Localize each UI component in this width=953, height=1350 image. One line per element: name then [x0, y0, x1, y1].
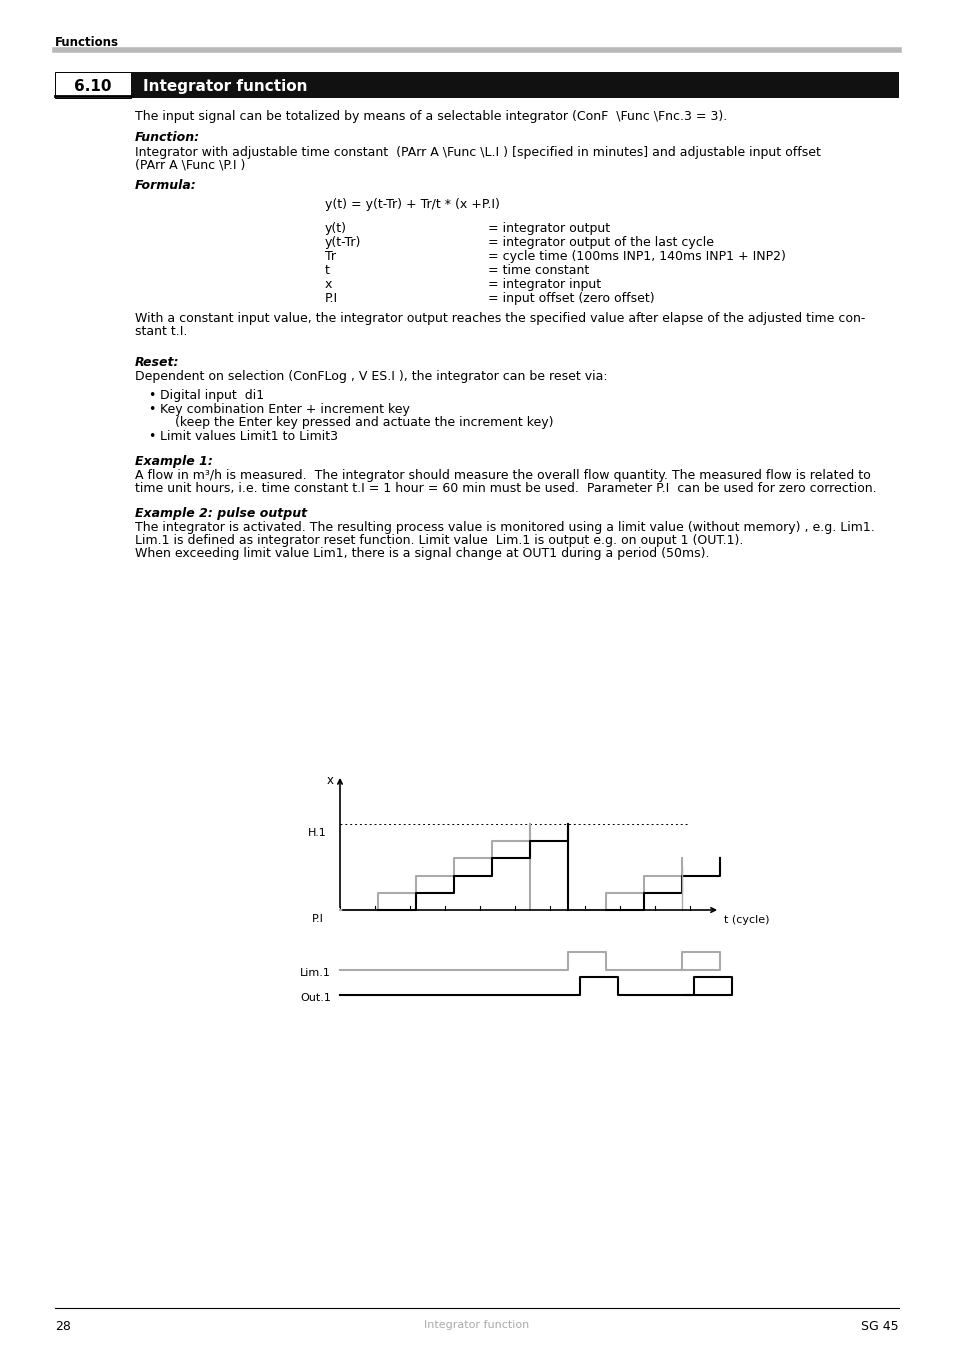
Text: y(t-Tr): y(t-Tr)	[325, 236, 361, 248]
Text: t (cycle): t (cycle)	[723, 915, 769, 925]
Text: H.1: H.1	[308, 828, 327, 838]
Text: stant t.I.: stant t.I.	[135, 325, 187, 338]
Text: 6.10: 6.10	[74, 80, 112, 94]
Text: Formula:: Formula:	[135, 180, 196, 192]
Text: •: •	[148, 404, 155, 416]
Text: With a constant input value, the integrator output reaches the specified value a: With a constant input value, the integra…	[135, 312, 864, 325]
Text: (PArr A \Func \P.I ): (PArr A \Func \P.I )	[135, 159, 245, 171]
Text: t: t	[325, 265, 330, 277]
Text: Lim.1 is defined as integrator reset function. Limit value  Lim.1 is output e.g.: Lim.1 is defined as integrator reset fun…	[135, 535, 742, 547]
Text: Functions: Functions	[55, 36, 119, 49]
Text: Integrator with adjustable time constant  (PArr A \Func \L.I ) [specified in min: Integrator with adjustable time constant…	[135, 146, 820, 159]
Text: Dependent on selection (ConFLog , V ES.I ), the integrator can be reset via:: Dependent on selection (ConFLog , V ES.I…	[135, 370, 607, 383]
Text: The integrator is activated. The resulting process value is monitored using a li: The integrator is activated. The resulti…	[135, 521, 874, 535]
Text: SG 45: SG 45	[861, 1320, 898, 1332]
Text: Function:: Function:	[135, 131, 200, 144]
Text: •: •	[148, 431, 155, 443]
Text: The input signal can be totalized by means of a selectable integrator (ConF  \Fu: The input signal can be totalized by mea…	[135, 109, 726, 123]
Text: = time constant: = time constant	[488, 265, 589, 277]
Text: Limit values Limit1 to Limit3: Limit values Limit1 to Limit3	[160, 431, 337, 443]
Bar	[55, 72, 131, 99]
Text: Out.1: Out.1	[299, 994, 331, 1003]
Text: Example 2: pulse output: Example 2: pulse output	[135, 508, 307, 520]
Text: time unit hours, i.e. time constant t.I = 1 hour = 60 min must be used.  Paramet: time unit hours, i.e. time constant t.I …	[135, 482, 876, 495]
Text: = integrator input: = integrator input	[488, 278, 600, 292]
Text: Integrator function: Integrator function	[424, 1320, 529, 1330]
Text: = input offset (zero offset): = input offset (zero offset)	[488, 292, 654, 305]
Text: (keep the Enter key pressed and actuate the increment key): (keep the Enter key pressed and actuate …	[174, 416, 553, 429]
Bar	[131, 72, 898, 99]
Text: Digital input  di1: Digital input di1	[160, 389, 264, 402]
Text: y(t) = y(t-Tr) + Tr/t * (x +P.I): y(t) = y(t-Tr) + Tr/t * (x +P.I)	[325, 198, 499, 211]
Text: P.I: P.I	[325, 292, 337, 305]
Text: y(t): y(t)	[325, 221, 347, 235]
Text: 28: 28	[55, 1320, 71, 1332]
Text: = integrator output: = integrator output	[488, 221, 610, 235]
Text: = integrator output of the last cycle: = integrator output of the last cycle	[488, 236, 713, 248]
Text: •: •	[148, 389, 155, 402]
Text: A flow in m³/h is measured.  The integrator should measure the overall flow quan: A flow in m³/h is measured. The integrat…	[135, 468, 870, 482]
Text: P.I: P.I	[312, 914, 323, 923]
Text: Integrator function: Integrator function	[143, 80, 307, 94]
Text: x: x	[325, 278, 332, 292]
Text: Lim.1: Lim.1	[299, 968, 331, 977]
Text: Key combination Enter + increment key: Key combination Enter + increment key	[160, 404, 410, 416]
Text: Reset:: Reset:	[135, 356, 179, 369]
Text: When exceeding limit value Lim1, there is a signal change at OUT1 during a perio: When exceeding limit value Lim1, there i…	[135, 547, 709, 560]
Text: = cycle time (100ms INP1, 140ms INP1 + INP2): = cycle time (100ms INP1, 140ms INP1 + I…	[488, 250, 785, 263]
Text: x: x	[326, 774, 334, 787]
Text: Tr: Tr	[325, 250, 335, 263]
Text: Example 1:: Example 1:	[135, 455, 213, 468]
